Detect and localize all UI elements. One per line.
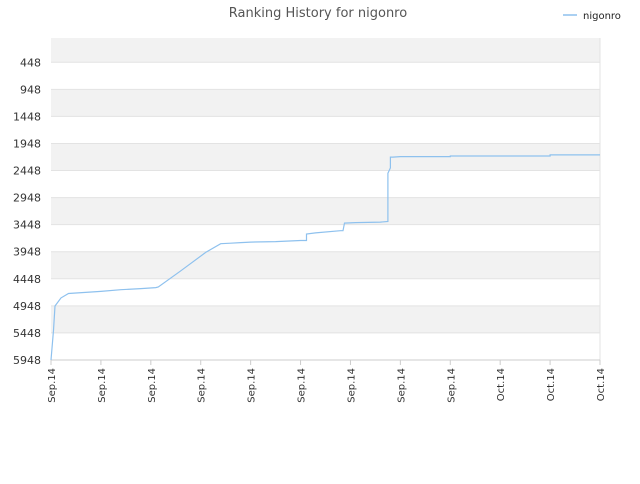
y-tick-label: 5448 — [13, 327, 41, 340]
y-tick-label: 1948 — [13, 137, 41, 150]
x-tick-label: Sep.14 — [247, 368, 258, 403]
x-tick-label: Oct.14 — [496, 368, 507, 401]
y-tick-label: 5948 — [13, 354, 41, 367]
chart-title: Ranking History for nigonro — [229, 6, 407, 21]
series-layer — [50, 154, 600, 361]
x-tick-label: Sep.14 — [396, 368, 407, 403]
y-tick-label: 448 — [20, 56, 41, 69]
y-tick-label: 1448 — [13, 110, 41, 123]
y-tick-label: 2948 — [13, 192, 41, 205]
x-tick-label: Sep.14 — [297, 368, 308, 403]
legend-label: nigonro — [583, 11, 621, 22]
y-axis-ticks: 448 948 1448 1948 2448 2948 3448 3948 4448 4948 54… — [13, 56, 41, 367]
grid-lines — [51, 38, 601, 361]
x-tick-label: Oct.14 — [596, 368, 607, 401]
y-tick-label: 3948 — [13, 246, 41, 259]
series-line-nigonro — [50, 154, 600, 361]
x-tick-label: Sep.14 — [47, 368, 58, 403]
grid-band — [51, 89, 600, 117]
y-tick-label: 4948 — [13, 300, 41, 313]
x-tick-label: Sep.14 — [97, 368, 108, 403]
x-tick-label: Sep.14 — [446, 368, 457, 403]
grid-bands — [51, 38, 600, 333]
grid-band — [51, 251, 600, 279]
x-tick-label: Sep.14 — [346, 368, 357, 403]
x-tick-label: Oct.14 — [546, 368, 557, 401]
legend: nigonro — [563, 11, 621, 22]
x-tick-label: Sep.14 — [147, 368, 158, 403]
y-tick-label: 948 — [20, 83, 41, 96]
grid-band — [51, 305, 600, 333]
y-tick-label: 2448 — [13, 165, 41, 178]
y-tick-label: 3448 — [13, 219, 41, 232]
grid-band — [51, 197, 600, 225]
grid-band — [51, 143, 600, 171]
x-axis-ticks: Sep.14 Sep.14 Sep.14 Sep.14 Sep.14 Sep.14 Sep.… — [47, 360, 607, 403]
y-tick-label: 4448 — [13, 273, 41, 286]
x-tick-label: Sep.14 — [197, 368, 208, 403]
grid-band — [51, 38, 600, 63]
